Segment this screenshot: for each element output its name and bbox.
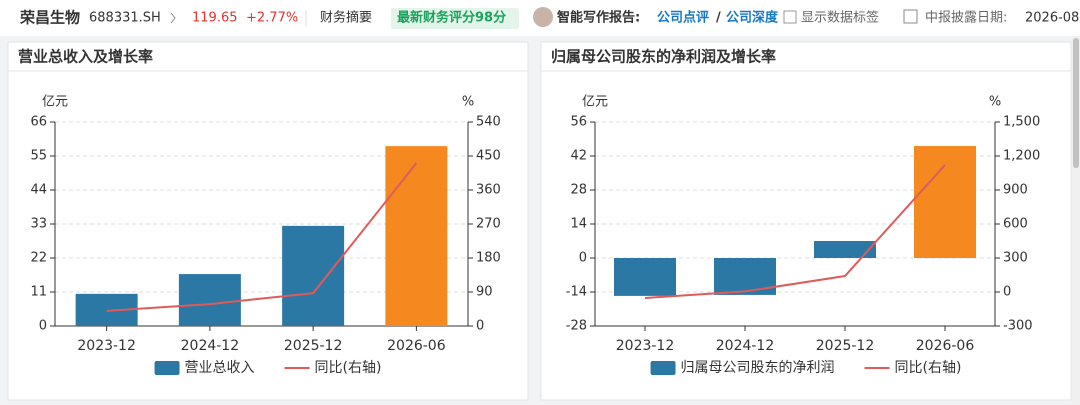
x-tick-label: 2023-12	[77, 338, 136, 354]
panel-title: 归属母公司股东的净利润及增长率	[551, 48, 776, 66]
y2-tick-label: 900	[1003, 183, 1028, 198]
y-unit: 亿元	[42, 95, 68, 110]
y2-unit: %	[462, 95, 474, 110]
line	[644, 164, 946, 300]
y2-tick-label: 90	[476, 285, 493, 300]
y-tick-label: 11	[30, 285, 47, 300]
y2-tick-label: 0	[476, 319, 484, 334]
y2-tick-label: 1,500	[1003, 115, 1040, 130]
price: 119.65	[192, 11, 238, 26]
change: +2.77%	[246, 11, 298, 26]
y-tick-label: 33	[30, 217, 47, 232]
score-badge[interactable]: 最新财务评分98分	[397, 10, 506, 26]
tab[interactable]: 财务摘要	[320, 10, 372, 26]
bar	[282, 225, 345, 326]
checkbox-label[interactable]: 显示数据标签	[801, 10, 879, 26]
y2-tick-label: 300	[1003, 251, 1028, 266]
bar	[178, 274, 241, 326]
legend: 营业总收入 同比(右轴)	[154, 360, 382, 376]
report-link[interactable]: 公司深度	[726, 10, 779, 26]
calendar-icon	[903, 9, 918, 24]
scrollbar-track	[1072, 36, 1080, 405]
y-tick-label: -14	[566, 285, 587, 300]
legend-label: 同比(右轴)	[895, 360, 962, 376]
legend-label: 同比(右轴)	[315, 360, 382, 376]
y-tick-label: 22	[30, 251, 47, 266]
x-tick-label: 2025-12	[284, 338, 343, 354]
y2-tick-label: 540	[476, 115, 501, 130]
line	[106, 162, 418, 312]
avatar	[533, 7, 553, 27]
report-label: 智能写作报告:	[557, 10, 640, 26]
legend-label: 归属母公司股东的净利润	[681, 359, 835, 376]
x-tick-label: 2023-12	[616, 338, 675, 354]
y2-tick-label: 600	[1003, 217, 1028, 232]
link-separator: /	[716, 11, 721, 26]
checkbox[interactable]	[783, 10, 797, 24]
y-tick-label: 0	[39, 319, 47, 334]
legend: 归属母公司股东的净利润 同比(右轴)	[650, 359, 962, 376]
stock-code: 688331.SH	[89, 11, 161, 26]
date-label: 中报披露日期:	[925, 11, 1007, 26]
y-tick-label: 14	[570, 217, 587, 232]
bar	[614, 258, 676, 296]
y2-tick-label: 180	[476, 251, 501, 266]
bar	[714, 258, 776, 295]
panel	[540, 41, 1072, 401]
y2-tick-label: 450	[476, 149, 501, 164]
bar	[385, 146, 448, 326]
badge-bg	[391, 8, 519, 29]
y2-tick-label: -300	[1003, 319, 1033, 334]
x-tick-label: 2026-06	[387, 338, 446, 354]
y-tick-label: 56	[570, 115, 587, 130]
y-tick-label: -28	[566, 319, 587, 334]
y-tick-label: 28	[570, 183, 587, 198]
y-tick-label: 42	[570, 149, 587, 164]
x-tick-label: 2025-12	[816, 338, 875, 354]
y-tick-label: 66	[30, 115, 47, 130]
x-tick-label: 2026-06	[916, 338, 975, 354]
y-unit: 亿元	[582, 95, 608, 110]
y2-tick-label: 1,200	[1003, 149, 1040, 164]
x-tick-label: 2024-12	[716, 338, 775, 354]
bar	[814, 241, 876, 258]
report-link[interactable]: 公司点评	[657, 10, 709, 26]
y2-tick-label: 0	[1003, 285, 1011, 300]
y2-tick-label: 270	[476, 217, 501, 232]
panel-title: 营业总收入及增长率	[18, 48, 153, 66]
legend-label: 营业总收入	[185, 360, 255, 376]
y-tick-label: 0	[579, 251, 587, 266]
bar	[914, 146, 976, 258]
date: 2026-08-	[1025, 11, 1080, 26]
y2-unit: %	[989, 95, 1001, 110]
y-tick-label: 55	[30, 149, 47, 164]
y-tick-label: 44	[30, 183, 47, 198]
x-tick-label: 2024-12	[181, 338, 240, 354]
arrow-icon[interactable]	[170, 12, 176, 24]
stock-name[interactable]: 荣昌生物	[19, 9, 80, 27]
scrollbar-thumb[interactable]	[1073, 38, 1079, 168]
y2-tick-label: 360	[476, 183, 501, 198]
legend-swatch	[154, 361, 180, 375]
legend-swatch	[650, 361, 676, 375]
